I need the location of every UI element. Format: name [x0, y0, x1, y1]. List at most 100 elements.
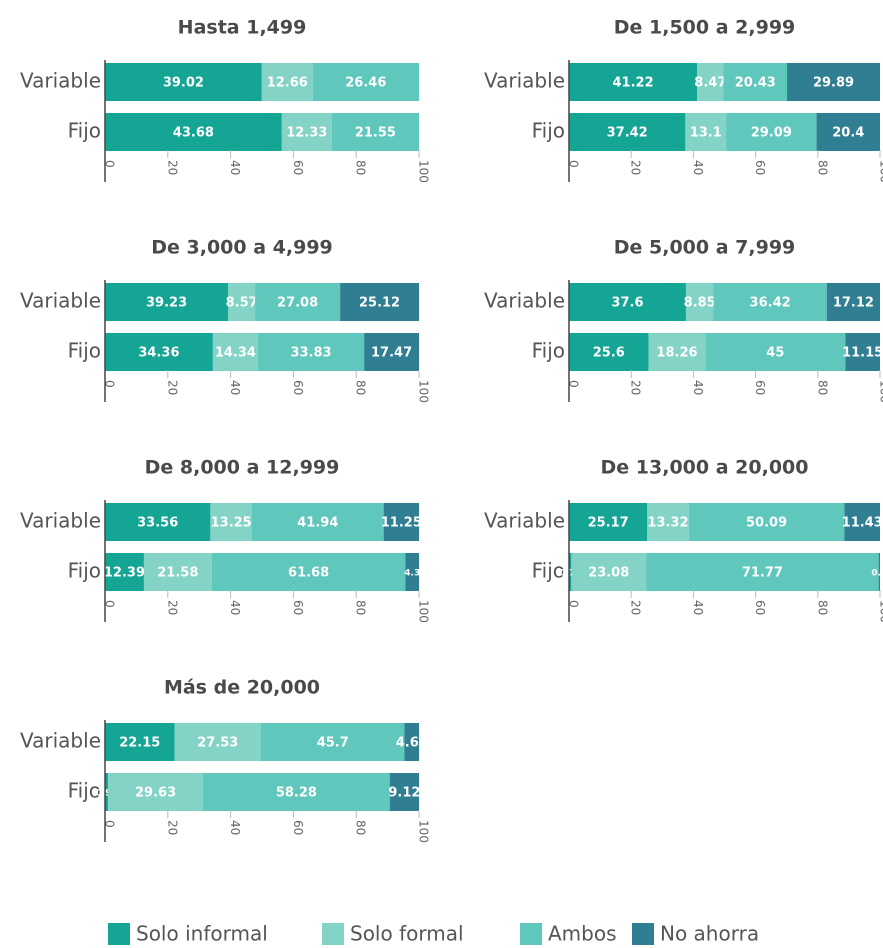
data-label: 21.55: [355, 126, 396, 141]
bar-segment: [143, 553, 212, 591]
bar-segment: [648, 333, 706, 371]
data-label: 33.56: [137, 516, 178, 531]
panel-title: Más de 20,000: [164, 677, 320, 699]
data-label: 43.68: [173, 126, 214, 141]
data-label: 9.12: [388, 786, 420, 801]
x-tick-label: 100: [417, 820, 431, 843]
data-label: 4.3: [404, 569, 420, 579]
data-label: 14.34: [215, 346, 256, 361]
bar-segment: [569, 503, 648, 541]
x-tick-label: 40: [228, 820, 242, 835]
bar-segment: [569, 63, 698, 101]
x-tick-label: 100: [878, 160, 883, 183]
data-label: 25.17: [588, 516, 629, 531]
bar-segment: [255, 283, 341, 321]
bar-segment: [726, 113, 817, 151]
x-tick-label: 100: [878, 600, 883, 623]
x-tick-label: 0: [567, 160, 581, 168]
data-label: 13.25: [211, 516, 252, 531]
bar-segment: [331, 113, 419, 151]
bar-segment: [261, 63, 313, 101]
data-label: 0.4: [871, 569, 883, 579]
x-tick-label: 0: [567, 600, 581, 608]
x-tick-label: 0: [103, 820, 117, 828]
data-label: 33.83: [290, 346, 331, 361]
data-label: 36.42: [750, 296, 791, 311]
panel-title: De 3,000 a 4,999: [151, 237, 333, 259]
data-label: 27.53: [197, 736, 238, 751]
data-label: 8.47: [694, 76, 726, 91]
x-tick-label: 40: [691, 380, 705, 395]
data-label: 17.47: [371, 346, 412, 361]
bar-segment: [340, 283, 419, 321]
x-tick-label: 60: [291, 160, 305, 175]
bar-segment: [105, 723, 175, 761]
bar-segment: [261, 723, 405, 761]
data-label: 39.02: [163, 76, 204, 91]
bar-segment: [105, 283, 229, 321]
bar-segment: [569, 113, 686, 151]
bar-segment: [878, 553, 880, 591]
x-tick-label: 20: [165, 380, 179, 395]
category-label: Variable: [484, 509, 565, 533]
data-label: 11.25: [381, 516, 422, 531]
data-label: 21.58: [157, 566, 198, 581]
data-label: 41.94: [297, 516, 338, 531]
data-label: 0.72: [559, 569, 581, 579]
category-label: Fijo: [532, 339, 565, 363]
x-tick-label: 40: [691, 600, 705, 615]
category-label: Fijo: [68, 559, 101, 583]
x-tick-label: 80: [815, 380, 829, 395]
legend-label: Ambos: [548, 922, 617, 946]
bar-segment: [705, 333, 846, 371]
bar-segment: [105, 333, 213, 371]
panel-title: De 13,000 a 20,000: [601, 457, 809, 479]
data-label: 20.4: [832, 126, 864, 141]
bar-segment: [203, 773, 390, 811]
bar-segment: [404, 723, 419, 761]
bar-segment: [105, 553, 144, 591]
bar-segment: [210, 503, 252, 541]
bar-segment: [389, 773, 419, 811]
x-tick-label: 80: [354, 380, 368, 395]
bar-segment: [844, 503, 880, 541]
data-label: 4.61: [396, 736, 428, 751]
data-label: 17.12: [833, 296, 874, 311]
data-label: 50.09: [746, 516, 787, 531]
x-tick-label: 80: [354, 160, 368, 175]
category-label: Variable: [20, 69, 101, 93]
panel-title: Hasta 1,499: [178, 17, 307, 39]
category-label: Fijo: [532, 559, 565, 583]
data-label: 0.97: [95, 789, 117, 799]
data-label: 34.36: [138, 346, 179, 361]
bar-segment: [697, 63, 724, 101]
x-tick-label: 60: [753, 600, 767, 615]
data-label: 61.68: [288, 566, 329, 581]
data-label: 45: [766, 346, 784, 361]
data-label: 71.77: [742, 566, 783, 581]
x-tick-label: 20: [165, 600, 179, 615]
x-tick-label: 80: [354, 600, 368, 615]
data-label: 26.46: [345, 76, 386, 91]
category-label: Variable: [484, 289, 565, 313]
data-label: 13.1: [690, 126, 722, 141]
x-tick-label: 60: [291, 380, 305, 395]
bar-segment: [257, 333, 365, 371]
data-label: 22.15: [119, 736, 160, 751]
bar-segment: [105, 773, 109, 811]
x-tick-label: 60: [753, 380, 767, 395]
legend-label: Solo informal: [136, 922, 268, 946]
data-label: 12.39: [104, 566, 145, 581]
bar-segment: [105, 113, 282, 151]
data-label: 41.22: [613, 76, 654, 91]
bar-segment: [685, 113, 727, 151]
data-label: 18.26: [656, 346, 697, 361]
legend-swatch: [108, 923, 130, 945]
data-label: 11.43: [842, 516, 883, 531]
data-label: 13.32: [647, 516, 688, 531]
bar-segment: [646, 553, 879, 591]
x-tick-label: 0: [103, 600, 117, 608]
category-label: Fijo: [532, 119, 565, 143]
bar-segment: [108, 773, 204, 811]
